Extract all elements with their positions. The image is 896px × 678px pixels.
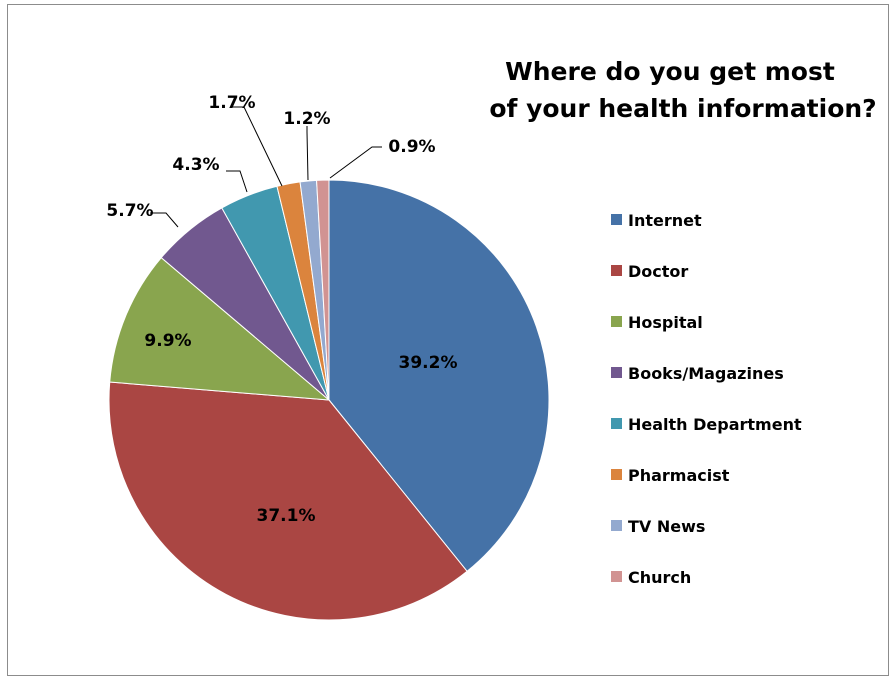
legend-label-hospital: Hospital (628, 313, 703, 332)
pie-slice-internet (328, 179, 550, 572)
legend-item-health-department: Health Department (611, 415, 802, 434)
chart-title-line-1: Where do you get most (505, 57, 835, 86)
legend-item-doctor: Doctor (611, 262, 688, 281)
leader-lines (150, 106, 382, 228)
chart-title-line-2: of your health information? (489, 94, 876, 123)
pie-slice-church (316, 179, 330, 401)
legend-swatch-tv-news (611, 520, 622, 531)
legend-label-internet: Internet (628, 211, 702, 230)
data-label-health-department: 4.3% (172, 155, 219, 175)
legend-swatch-doctor (611, 265, 622, 276)
data-label-tv-news: 1.2% (283, 109, 330, 129)
legend-item-books-magazines: Books/Magazines (611, 364, 784, 383)
data-label-books-magazines: 5.7% (106, 201, 153, 221)
legend-item-pharmacist: Pharmacist (611, 466, 730, 485)
leader-line-books-magazines (150, 212, 179, 228)
legend-label-doctor: Doctor (628, 262, 688, 281)
leader-line-tv-news (306, 126, 309, 181)
legend-swatch-health-department (611, 418, 622, 429)
legend-swatch-books-magazines (611, 367, 622, 378)
pie-slices (108, 179, 550, 621)
data-label-pharmacist: 1.7% (208, 93, 255, 113)
legend-item-church: Church (611, 568, 691, 587)
legend-item-internet: Internet (611, 211, 702, 230)
legend-swatch-pharmacist (611, 469, 622, 480)
data-label-church: 0.9% (388, 137, 435, 157)
legend-swatch-hospital (611, 316, 622, 327)
legend-item-hospital: Hospital (611, 313, 703, 332)
legend-label-tv-news: TV News (628, 517, 705, 536)
chart-title: Where do you get most of your health inf… (489, 57, 876, 123)
leader-line-health-department (226, 170, 248, 193)
leader-line-pharmacist (232, 106, 283, 187)
data-label-hospital: 9.9% (144, 331, 191, 351)
pie-slice-doctor (108, 381, 468, 621)
data-label-internet: 39.2% (399, 353, 458, 373)
legend-label-pharmacist: Pharmacist (628, 466, 730, 485)
legend-label-health-department: Health Department (628, 415, 802, 434)
legend: Internet Doctor Hospital Books/Magazines Hea… (611, 211, 802, 587)
leader-line-church (329, 146, 382, 179)
legend-swatch-church (611, 571, 622, 582)
legend-item-tv-news: TV News (611, 517, 705, 536)
legend-label-books-magazines: Books/Magazines (628, 364, 784, 383)
legend-label-church: Church (628, 568, 691, 587)
pie-slice-hospital (109, 256, 331, 401)
data-labels: 39.2% 37.1% 9.9% 5.7% 4.3% 1.7% 1.2% 0.9% (106, 93, 457, 526)
legend-swatch-internet (611, 214, 622, 225)
data-label-doctor: 37.1% (257, 506, 316, 526)
